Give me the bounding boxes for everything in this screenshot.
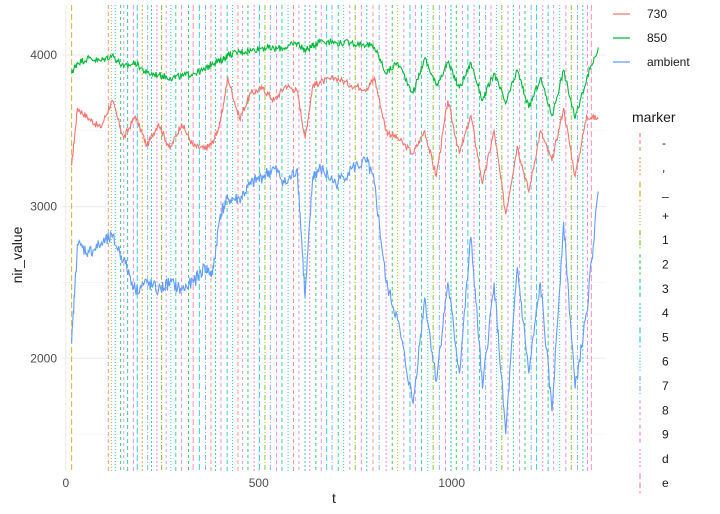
y-axis-title: nir_value bbox=[9, 226, 25, 283]
marker-legend-label-12: 9 bbox=[662, 428, 669, 442]
legend-label-730: 730 bbox=[647, 7, 667, 21]
marker-legend-label-10: 7 bbox=[662, 379, 669, 393]
y-tick-label-1: 3000 bbox=[30, 200, 57, 214]
marker-legend-label-7: 4 bbox=[662, 306, 669, 320]
marker-lines bbox=[71, 5, 592, 472]
marker-legend-label-3: + bbox=[662, 209, 669, 223]
grid bbox=[62, 5, 606, 472]
legend-label-850: 850 bbox=[647, 31, 667, 45]
marker-legend-label-0: - bbox=[662, 136, 666, 150]
marker-legend-label-1: , bbox=[662, 160, 665, 174]
marker-legend-label-9: 6 bbox=[662, 355, 669, 369]
y-tick-label-0: 2000 bbox=[30, 351, 57, 365]
marker-legend: -, _ +1 2 3 4 5 6 7 8 9 de bbox=[639, 133, 669, 494]
series-legend: 730 850 ambient bbox=[613, 7, 690, 69]
series-line-730 bbox=[71, 74, 599, 215]
y-axis: 2000 3000 4000 bbox=[30, 48, 57, 365]
series-line-850 bbox=[71, 37, 599, 119]
x-axis-title: t bbox=[332, 490, 336, 506]
marker-legend-label-14: e bbox=[662, 476, 669, 490]
marker-legend-label-4: 1 bbox=[662, 233, 669, 247]
series-line-ambient bbox=[71, 156, 599, 435]
x-axis: 0 500 1000 bbox=[63, 476, 466, 490]
marker-legend-label-13: d bbox=[662, 452, 669, 466]
y-tick-label-2: 4000 bbox=[30, 48, 57, 62]
marker-legend-label-2: _ bbox=[661, 185, 669, 199]
series-lines bbox=[71, 37, 599, 435]
x-tick-label-1: 500 bbox=[249, 476, 269, 490]
marker-legend-label-11: 8 bbox=[662, 403, 669, 417]
marker-legend-label-6: 3 bbox=[662, 282, 669, 296]
marker-legend-title: marker bbox=[632, 109, 676, 125]
legend-label-ambient: ambient bbox=[647, 55, 690, 69]
marker-legend-label-5: 2 bbox=[662, 258, 669, 272]
x-tick-label-2: 1000 bbox=[438, 476, 465, 490]
marker-legend-label-8: 5 bbox=[662, 330, 669, 344]
x-tick-label-0: 0 bbox=[63, 476, 70, 490]
